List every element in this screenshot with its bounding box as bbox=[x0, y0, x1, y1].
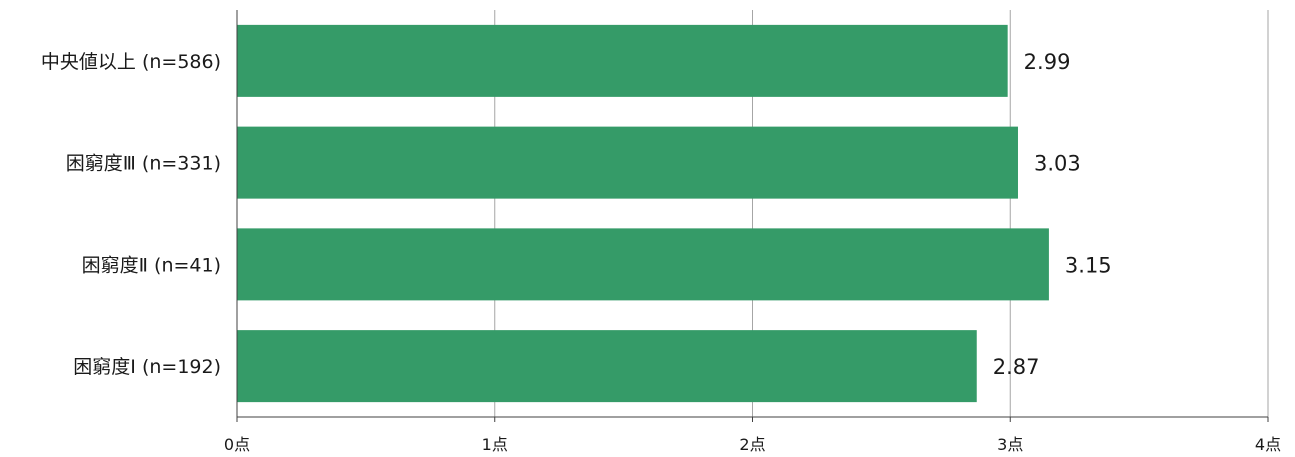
bar bbox=[237, 228, 1049, 301]
data-label: 3.03 bbox=[1034, 152, 1081, 176]
bar bbox=[237, 126, 1018, 199]
data-label: 2.87 bbox=[993, 355, 1040, 379]
x-tick-label: 4点 bbox=[1255, 435, 1281, 454]
bar bbox=[237, 24, 1008, 97]
x-tick-label: 0点 bbox=[224, 435, 250, 454]
category-label: 困窮度Ⅲ (n=331) bbox=[66, 153, 221, 175]
x-tick-label: 1点 bbox=[482, 435, 508, 454]
category-label: 困窮度Ⅰ (n=192) bbox=[73, 356, 221, 378]
x-tick-label: 2点 bbox=[739, 435, 765, 454]
bar bbox=[237, 330, 977, 403]
data-label: 3.15 bbox=[1065, 253, 1112, 277]
category-label: 中央値以上 (n=586) bbox=[41, 51, 221, 73]
category-label: 困窮度Ⅱ (n=41) bbox=[82, 254, 221, 276]
data-label: 2.99 bbox=[1024, 50, 1071, 74]
x-tick-label: 3点 bbox=[997, 435, 1023, 454]
